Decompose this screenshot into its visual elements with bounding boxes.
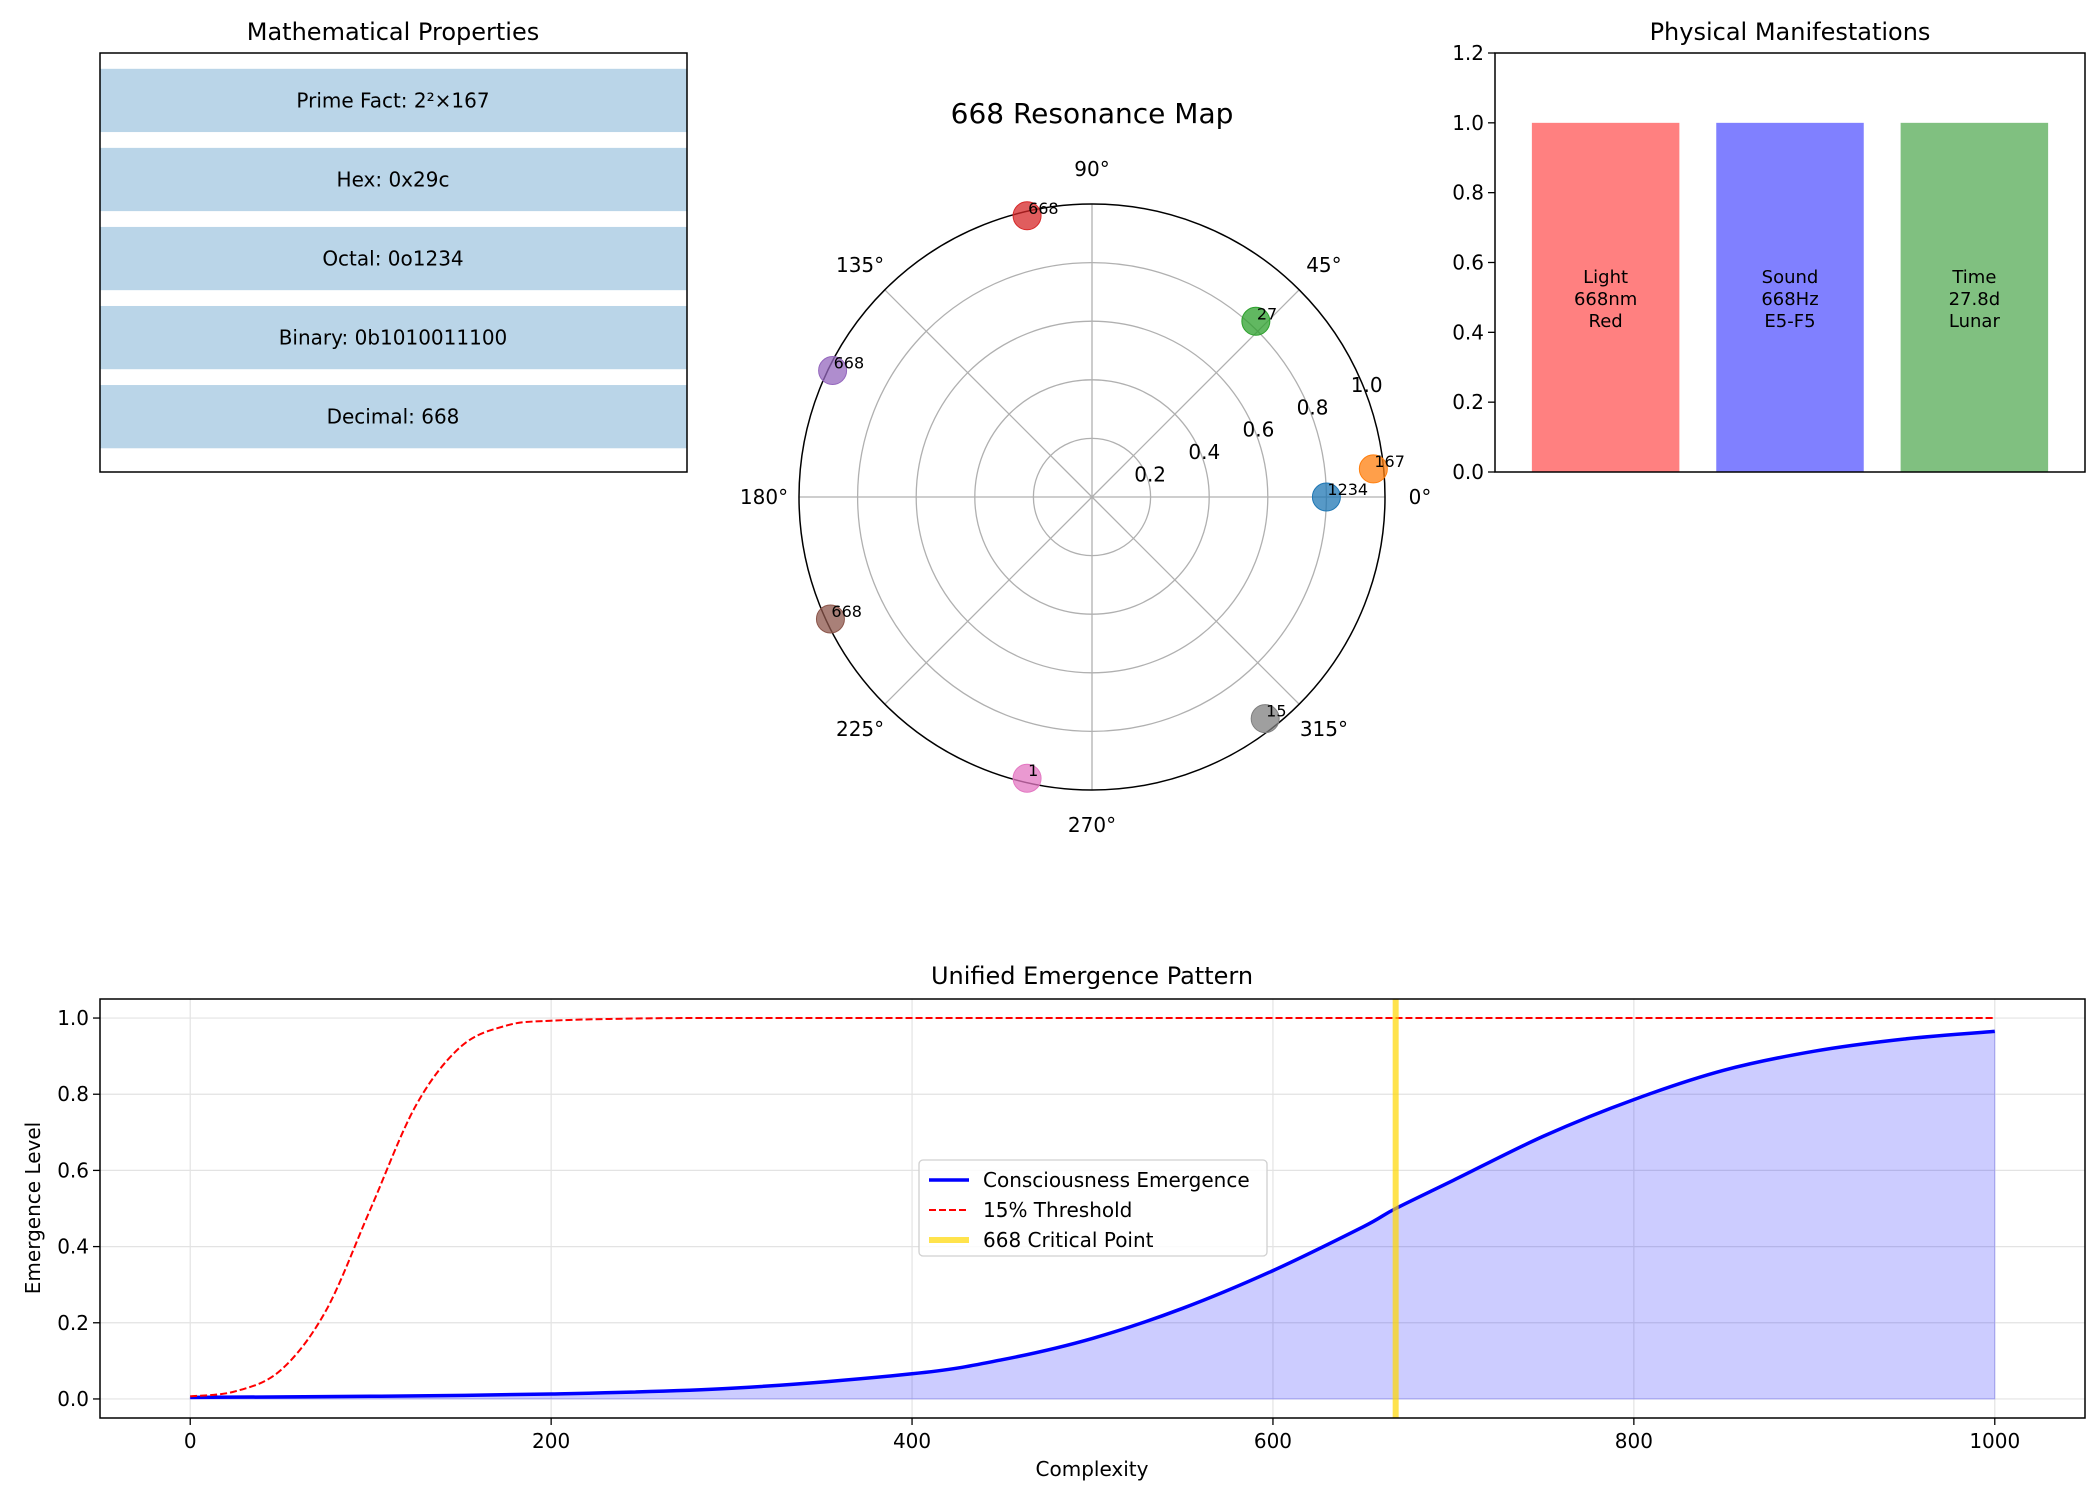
polar-point-label: 1234 <box>1327 480 1368 499</box>
polar-point-label: 15 <box>1266 702 1286 721</box>
polar-point <box>1012 763 1042 793</box>
line-x-tick-label: 600 <box>1254 1429 1292 1453</box>
polar-point-label: 668 <box>834 353 865 372</box>
bar-label: Lunar <box>1949 311 2001 332</box>
resonance-map-title: 668 Resonance Map <box>951 97 1234 130</box>
table-row-text: Binary: 0b1010011100 <box>279 326 508 350</box>
table-row-text: Octal: 0o1234 <box>322 247 463 271</box>
table-row-text: Hex: 0x29c <box>337 167 450 191</box>
table-row-bar <box>100 68 687 133</box>
line-y-tick-label: 0.8 <box>57 1082 89 1106</box>
bar-y-tick-label: 0.0 <box>1452 460 1484 484</box>
bar-label: Red <box>1589 311 1623 332</box>
math-properties-title: Mathematical Properties <box>247 18 539 46</box>
physical-manifestations-title: Physical Manifestations <box>1650 18 1931 46</box>
table-row-bar <box>100 226 687 291</box>
polar-point-label: 1 <box>1028 761 1038 780</box>
polar-r-tick: 0.4 <box>1188 440 1220 464</box>
legend-label: 668 Critical Point <box>983 1228 1154 1252</box>
line-x-tick-label: 200 <box>532 1429 570 1453</box>
polar-r-tick: 1.0 <box>1351 373 1383 397</box>
threshold-line <box>190 1016 1995 1398</box>
bar-label: 668Hz <box>1761 289 1818 310</box>
line-y-tick-label: 1.0 <box>57 1006 89 1030</box>
polar-point-label: 668 <box>1028 199 1059 218</box>
table-row-bar <box>100 305 687 370</box>
math-properties-panel: Mathematical Properties Prime Fact: 2²×1… <box>99 18 688 473</box>
polar-theta-tick: 0° <box>1409 485 1432 509</box>
emergence-panel: Unified Emergence Pattern 0 200 400 600 800 1… <box>21 962 2086 1481</box>
line-x-tick-label: 1000 <box>1969 1429 2020 1453</box>
bar-label: E5-F5 <box>1764 311 1815 332</box>
line-plot-frame <box>99 998 2086 1419</box>
x-axis-label: Complexity <box>1036 1457 1149 1481</box>
polar-theta-tick: 225° <box>836 717 884 741</box>
polar-point <box>1241 306 1271 336</box>
emergence-line <box>190 1029 1995 1400</box>
polar-point-label: 27 <box>1257 304 1277 323</box>
legend-label: 15% Threshold <box>983 1198 1132 1222</box>
bar <box>1900 122 2049 472</box>
polar-r-tick: 0.8 <box>1297 395 1329 419</box>
polar-r-tick: 0.6 <box>1243 418 1275 442</box>
table-row-bar <box>100 147 687 212</box>
table-row-text: Decimal: 668 <box>327 405 460 429</box>
emergence-title: Unified Emergence Pattern <box>931 962 1253 990</box>
bar-y-tick-label: 0.4 <box>1452 320 1484 344</box>
polar-theta-tick: 180° <box>740 485 788 509</box>
table-row-text: Prime Fact: 2²×167 <box>296 88 489 112</box>
polar-grid-spoke <box>1091 496 1300 705</box>
polar-point <box>815 604 845 634</box>
line-x-tick-label: 800 <box>1615 1429 1653 1453</box>
polar-point-label: 668 <box>831 602 862 621</box>
legend-box <box>918 1159 1268 1257</box>
polar-point <box>1358 454 1388 484</box>
polar-grid-spoke <box>884 289 1093 498</box>
line-y-tick-label: 0.0 <box>57 1387 89 1411</box>
bar-y-tick-label: 0.8 <box>1452 181 1484 205</box>
polar-point-label: 167 <box>1374 452 1405 471</box>
y-axis-label: Emergence Level <box>21 1122 45 1294</box>
bar-y-tick-label: 1.2 <box>1452 41 1484 65</box>
polar-point <box>1250 704 1280 734</box>
polar-theta-tick: 135° <box>836 253 884 277</box>
physical-manifestations-panel: Physical Manifestations 0.0 0.2 0.4 0.6 0.8 1… <box>1452 18 2086 484</box>
bar-label: 668nm <box>1574 289 1637 310</box>
line-y-tick-label: 0.2 <box>57 1311 89 1335</box>
polar-grid-spoke <box>884 496 1093 705</box>
bar-label: Sound <box>1762 267 1819 288</box>
bar-label: 27.8d <box>1949 289 2001 310</box>
bar-y-tick-label: 0.6 <box>1452 251 1484 275</box>
polar-theta-tick: 45° <box>1306 253 1341 277</box>
bar-plot-frame <box>1494 52 2086 473</box>
polar-theta-tick: 315° <box>1300 717 1348 741</box>
line-y-tick-label: 0.4 <box>57 1235 89 1259</box>
bar-label: Light <box>1583 267 1628 288</box>
bar-label: Time <box>1951 267 1996 288</box>
bar-y-tick-label: 0.2 <box>1452 390 1484 414</box>
bar <box>1531 122 1680 472</box>
polar-point <box>818 355 848 385</box>
line-y-tick-label: 0.6 <box>57 1158 89 1182</box>
polar-theta-tick: 270° <box>1068 813 1116 837</box>
line-x-tick-label: 400 <box>893 1429 931 1453</box>
polar-point <box>1311 482 1341 512</box>
bar <box>1716 122 1864 472</box>
polar-frame <box>798 203 1386 791</box>
polar-point <box>1012 201 1042 231</box>
polar-theta-tick: 90° <box>1074 157 1109 181</box>
polar-r-tick: 0.2 <box>1134 463 1166 487</box>
table-row-bar <box>100 385 687 449</box>
legend-label: Consciousness Emergence <box>983 1168 1250 1192</box>
resonance-map-panel: 668 Resonance Map 123416727668668668115 … <box>740 97 1431 837</box>
math-properties-frame <box>99 52 688 473</box>
line-x-tick-label: 0 <box>184 1429 197 1453</box>
bar-y-tick-label: 1.0 <box>1452 111 1484 135</box>
